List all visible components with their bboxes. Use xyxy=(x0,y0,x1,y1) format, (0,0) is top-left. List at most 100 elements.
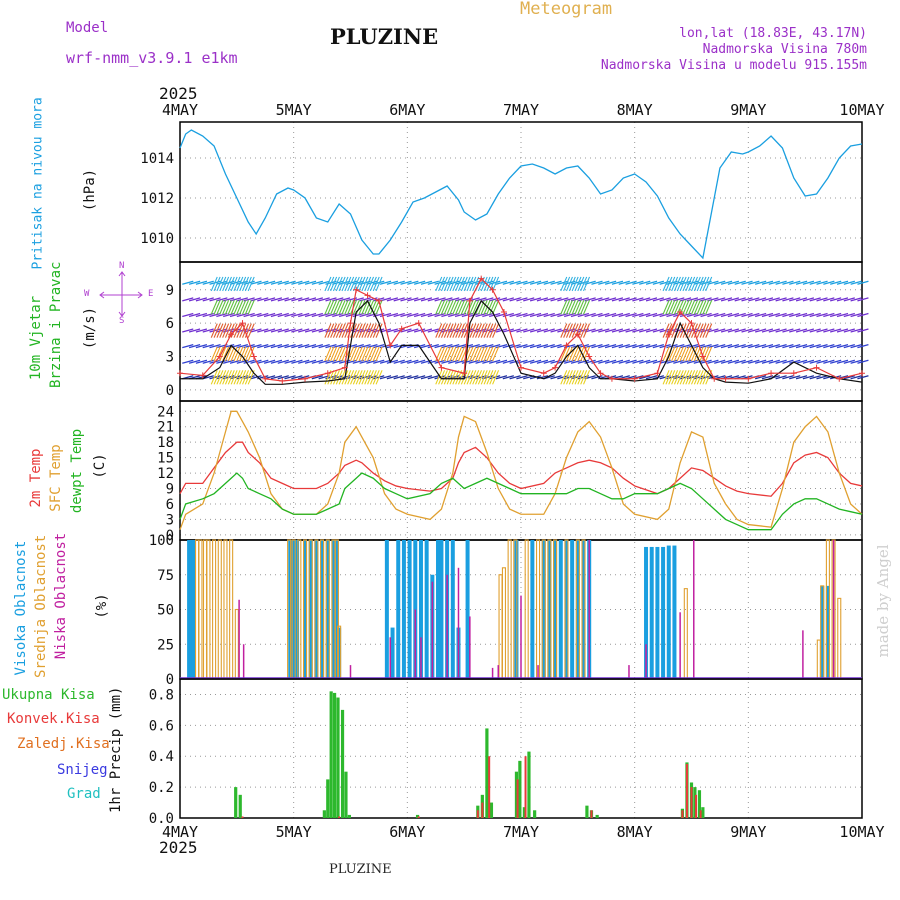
wind-barb xyxy=(795,312,808,318)
wind-barb xyxy=(413,375,426,380)
wind-barb xyxy=(761,280,774,285)
wind-barb xyxy=(816,312,828,318)
compass-south: S xyxy=(119,316,125,326)
wind-barb xyxy=(823,375,835,380)
wind-gust-barb xyxy=(682,276,690,292)
wind-barb xyxy=(795,375,808,380)
wind-gust-barb xyxy=(244,370,252,385)
wind-gust-barb xyxy=(705,323,713,338)
wind-gust-barb xyxy=(690,370,699,385)
gust-marker xyxy=(540,370,547,377)
wind-barb xyxy=(502,343,514,349)
wind-gust-barb xyxy=(565,370,573,385)
total-precip-bar xyxy=(322,810,326,818)
high-cloud-bar xyxy=(672,545,677,679)
wind-gust-barb xyxy=(574,276,582,292)
wind-barb xyxy=(591,297,603,302)
wind-gust-barb xyxy=(247,323,255,338)
wind-gust-barb xyxy=(227,370,235,385)
wind-gust-barb xyxy=(438,370,446,385)
wind-barb xyxy=(639,312,651,318)
wind-gust-barb xyxy=(330,300,338,315)
gust-marker xyxy=(347,320,354,327)
wind-gust-barb xyxy=(699,370,707,385)
wind-barb xyxy=(557,297,569,302)
pressure-series-0 xyxy=(179,129,863,260)
wind-barb xyxy=(489,328,501,333)
wind-barb xyxy=(250,343,262,349)
low-cloud-bar xyxy=(238,599,240,679)
wind-barb xyxy=(400,375,412,380)
total-precip-bar xyxy=(489,802,494,818)
wind-gust-barb xyxy=(702,300,710,315)
low-cloud-bar xyxy=(628,665,630,679)
wind-barb xyxy=(714,328,726,333)
wind-barb xyxy=(550,280,562,285)
gust-marker xyxy=(228,331,235,338)
wind-gust-barb xyxy=(369,276,377,292)
gust-marker xyxy=(489,286,496,293)
time-tick-bottom: 4MAY xyxy=(162,823,198,841)
wind-barb xyxy=(809,359,821,364)
wind-gust-barb xyxy=(210,370,218,385)
low-cloud-bar xyxy=(537,665,539,679)
wind-barb xyxy=(591,328,603,333)
wind-gust-barb xyxy=(327,370,335,385)
wind-barb xyxy=(611,312,624,318)
wind-barb xyxy=(284,328,296,333)
high-cloud-bar xyxy=(424,540,429,679)
gust-marker xyxy=(631,375,638,382)
wind-gust-barb xyxy=(438,346,446,362)
wind-barb xyxy=(604,328,617,333)
time-tick-bottom: 6MAY xyxy=(389,823,425,841)
wind-gust-barb xyxy=(690,300,699,315)
wind-barb xyxy=(352,343,364,349)
gust-marker xyxy=(790,370,797,377)
wind-barb xyxy=(625,297,637,302)
high-cloud-bar xyxy=(303,540,308,679)
wind-barb xyxy=(270,280,283,285)
wind-barb xyxy=(857,328,869,333)
y-tick-label: 0.6 xyxy=(149,718,174,734)
low-cloud-bar xyxy=(469,616,471,679)
wind-gust-barb xyxy=(219,300,227,315)
wind-barb xyxy=(263,297,276,302)
wind-gust-barb xyxy=(352,346,360,362)
mid-cloud-bar xyxy=(507,539,512,680)
wind-barb xyxy=(632,343,644,349)
wind-gust-barb xyxy=(682,346,690,362)
wind-barb xyxy=(598,343,610,349)
wind-barb xyxy=(843,312,855,318)
wind-gust-barb xyxy=(486,323,494,338)
year-bottom: 2025 xyxy=(159,838,198,857)
wind-gust-barb xyxy=(489,300,497,315)
wind-barb xyxy=(523,328,535,333)
wind-barb xyxy=(291,375,303,380)
wind-barb xyxy=(502,328,514,333)
wind-barb xyxy=(802,328,815,333)
gust-marker xyxy=(341,364,348,371)
wind-barb xyxy=(686,359,699,364)
wind-barb xyxy=(761,343,774,349)
wind-gust-barb xyxy=(568,300,576,315)
wind-barb xyxy=(413,280,426,285)
wind-barb xyxy=(284,343,296,349)
wind-gust-barb xyxy=(682,370,690,385)
wind-barb xyxy=(270,328,283,333)
low-cloud-bar xyxy=(414,609,417,679)
wind-barb xyxy=(809,343,821,349)
wind-barb xyxy=(618,280,630,285)
wind-gust-barb xyxy=(571,300,579,315)
wind-barb xyxy=(420,297,433,302)
wind-barb xyxy=(727,343,740,349)
wind-barb xyxy=(523,280,535,285)
wind-gust-barb xyxy=(574,370,582,385)
wind-barb xyxy=(257,280,269,285)
wind-barb xyxy=(400,297,412,302)
wind-gust-barb xyxy=(560,300,568,315)
wind-barb xyxy=(209,343,221,349)
conv-precip-bar xyxy=(481,802,484,818)
wind-gust-barb xyxy=(210,346,218,362)
wind-gust-barb xyxy=(477,276,485,292)
wind-barb xyxy=(257,359,269,364)
